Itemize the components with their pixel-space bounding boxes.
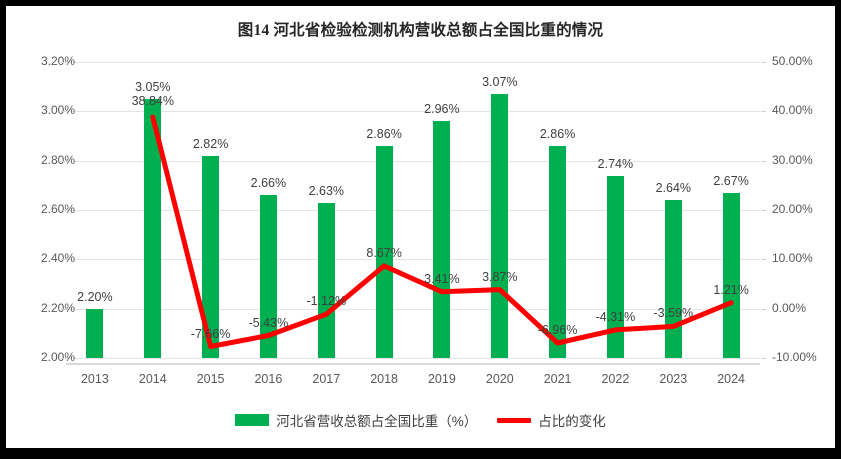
x-axis-tick-label: 2014 xyxy=(138,372,167,386)
y-axis-right-tick xyxy=(761,210,766,211)
y-axis-left-tick-label: 2.20% xyxy=(40,300,75,315)
chart-frame: 图14 河北省检验检测机构营收总额占全国比重的情况 2.20% 3.05% 2.82… xyxy=(6,6,835,448)
x-axis-tick-label: 2015 xyxy=(196,372,225,386)
bar[interactable] xyxy=(202,155,220,358)
y-axis-left-tick xyxy=(61,160,66,162)
gridline xyxy=(66,160,760,162)
x-axis-tick-label: 2013 xyxy=(80,372,109,386)
line-value-label: 1.21% xyxy=(713,282,749,297)
y-axis-left-tick xyxy=(61,111,66,113)
y-axis-right-tick xyxy=(761,259,766,261)
legend-swatch-line-icon xyxy=(497,417,532,423)
bar-value-label: 2.96% xyxy=(424,102,460,117)
y-axis-left-tick-label: 2.40% xyxy=(40,251,75,266)
y-axis-right-tick-label: 10.00% xyxy=(772,251,813,266)
chart-title: 图14 河北省检验检测机构营收总额占全国比重的情况 xyxy=(237,22,604,39)
line-value-label: 3.87% xyxy=(482,269,518,284)
gridline xyxy=(66,62,760,63)
line-value-label: -7.66% xyxy=(190,326,231,341)
line-value-label: 8.67% xyxy=(366,245,402,260)
y-axis-left-tick xyxy=(61,62,66,63)
legend-label-bar: 河北省营收总额占全国比重（%） xyxy=(276,414,478,429)
gridline xyxy=(66,210,760,211)
bar[interactable] xyxy=(664,200,682,358)
y-axis-right-tick xyxy=(761,308,766,310)
y-axis-left-tick xyxy=(61,308,66,310)
y-axis-right-tick-label: 20.00% xyxy=(772,202,813,216)
y-axis-right-tick-label: 40.00% xyxy=(772,103,813,118)
y-axis-left-tick xyxy=(61,358,66,359)
y-axis-right-tick-label: 30.00% xyxy=(772,152,813,167)
y-axis-left-tick xyxy=(61,210,66,211)
x-axis-tick-label: 2021 xyxy=(543,372,572,386)
x-axis-tick-label: 2023 xyxy=(659,372,688,386)
x-axis-tick-label: 2017 xyxy=(312,372,341,386)
gridline xyxy=(66,308,760,310)
bar[interactable] xyxy=(259,195,277,358)
line-value-label: -4.31% xyxy=(595,309,636,324)
x-axis-line xyxy=(66,363,760,365)
y-axis-left-tick-label: 2.60% xyxy=(40,202,75,216)
line-value-label: -6.96% xyxy=(537,323,578,337)
x-axis-tick-label: 2024 xyxy=(717,372,745,386)
bar-value-label: 2.86% xyxy=(366,126,402,141)
legend-label-line: 占比的变化 xyxy=(538,414,606,429)
chart-legend: 河北省营收总额占全国比重（%） 占比的变化 xyxy=(6,410,835,430)
x-axis-tick-label: 2016 xyxy=(254,372,283,386)
line-value-label: -1.12% xyxy=(306,294,347,309)
y-axis-right-tick-label: 0.00% xyxy=(772,300,807,315)
y-axis-left-tick xyxy=(61,259,66,261)
bar[interactable] xyxy=(86,308,104,358)
bar[interactable] xyxy=(375,145,393,358)
gridline xyxy=(66,111,760,113)
x-axis-tick-label: 2022 xyxy=(601,372,630,386)
bar[interactable] xyxy=(606,175,624,358)
bar[interactable] xyxy=(722,192,740,358)
bar-value-label: 2.66% xyxy=(250,176,287,191)
bar-value-label: 2.20% xyxy=(77,289,113,304)
legend-item-bar[interactable]: 河北省营收总额占全国比重（%） xyxy=(235,410,477,430)
y-axis-right-tick xyxy=(761,111,766,113)
x-axis-tick-label: 2018 xyxy=(370,372,398,386)
line-value-label: -5.43% xyxy=(248,315,289,330)
bar-value-label: 2.64% xyxy=(655,181,692,196)
bar[interactable] xyxy=(549,145,567,358)
y-axis-right-tick-label: 50.00% xyxy=(772,54,813,68)
bar-value-label: 2.86% xyxy=(539,126,576,141)
bar[interactable] xyxy=(144,99,162,358)
plot-area: 2.20% 3.05% 2.82% 2.66% 2.63% 2.86% 2.96% 3.07%… xyxy=(66,62,760,359)
line-value-label: -3.59% xyxy=(653,306,694,321)
bar-value-label: 2.74% xyxy=(597,156,634,171)
line-series-path xyxy=(150,114,734,349)
line-series xyxy=(150,114,734,349)
legend-swatch-bar-icon xyxy=(235,414,270,426)
legend-item-line[interactable]: 占比的变化 xyxy=(497,410,606,430)
bar-value-label: 2.67% xyxy=(713,173,749,188)
bar-value-label: 2.63% xyxy=(308,183,345,198)
y-axis-left-tick-label: 3.20% xyxy=(40,54,75,68)
x-axis-tick-label: 2020 xyxy=(485,372,514,386)
y-axis-right-tick xyxy=(761,358,766,359)
y-axis-left-tick-label: 3.00% xyxy=(40,103,75,118)
bar-value-label: 2.82% xyxy=(192,136,229,151)
y-axis-left-tick-label: 2.00% xyxy=(40,350,75,364)
bar[interactable] xyxy=(317,202,335,358)
bar-value-label: 3.07% xyxy=(482,75,518,90)
gridline xyxy=(66,259,760,261)
line-value-label: 3.41% xyxy=(424,271,460,286)
x-axis-tick-label: 2019 xyxy=(427,372,456,386)
y-axis-right-tick-label: -10.00% xyxy=(772,350,817,364)
y-axis-left-tick-label: 2.80% xyxy=(40,152,75,167)
bar[interactable] xyxy=(433,121,451,358)
y-axis-right-tick xyxy=(761,62,766,63)
gridline xyxy=(66,358,760,359)
y-axis-right-tick xyxy=(761,160,766,162)
line-value-label: 38.84% xyxy=(131,94,174,108)
bar-value-label: 3.05% xyxy=(135,80,171,94)
